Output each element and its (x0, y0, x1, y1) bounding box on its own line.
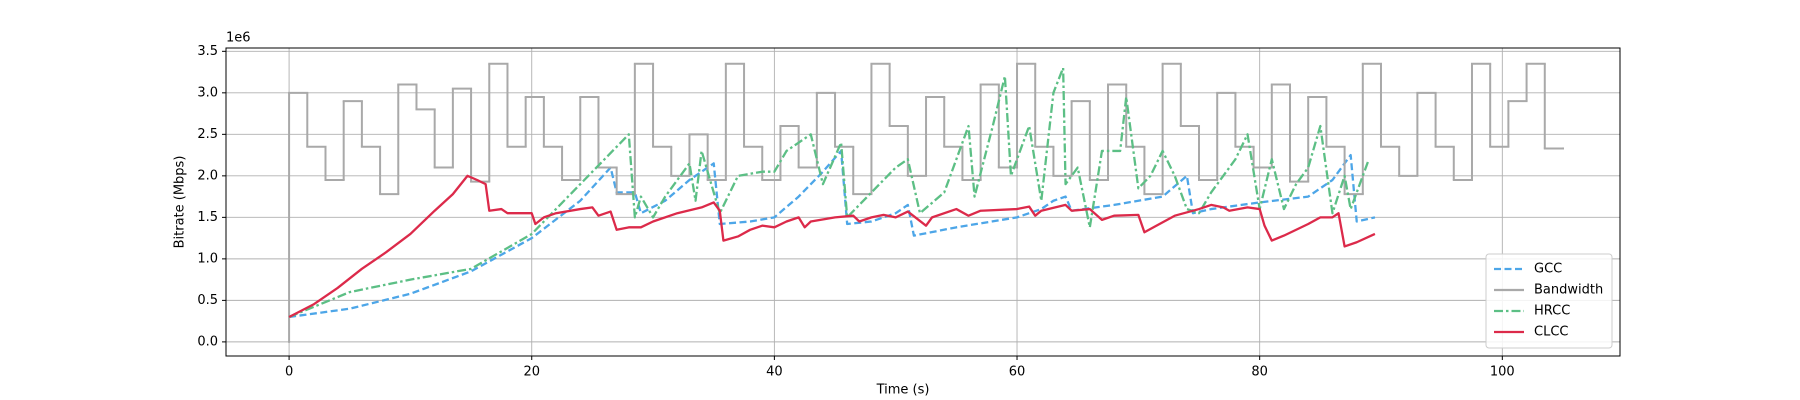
y-axis-label: Bitrate (Mbps) (173, 156, 188, 249)
legend-label: Bandwidth (1534, 283, 1603, 298)
y-tick-label: 0.0 (197, 334, 218, 349)
y-tick-label: 2.5 (197, 127, 218, 142)
y-tick-label: 1.0 (197, 251, 218, 266)
y-offset-label: 1e6 (226, 31, 251, 46)
step-line (288, 62, 1564, 343)
x-tick-label: 80 (1251, 365, 1268, 380)
legend-label: GCC (1534, 262, 1562, 277)
x-tick-label: 20 (523, 365, 540, 380)
x-tick-label: 100 (1490, 365, 1515, 380)
y-tick-label: 1.5 (197, 210, 218, 225)
x-tick-label: 0 (285, 365, 293, 380)
x-tick-label: 60 (1009, 365, 1026, 380)
series-line (288, 174, 1376, 319)
legend-box (1485, 253, 1613, 349)
y-tick-label: 0.5 (197, 293, 218, 308)
legend-label: CLCC (1534, 325, 1568, 340)
x-tick-label: 40 (766, 365, 783, 380)
y-tick-label: 3.5 (197, 44, 218, 59)
y-tick-label: 3.0 (197, 85, 218, 100)
legend-label: HRCC (1534, 304, 1570, 319)
x-axis-label: Time (s) (876, 383, 930, 398)
series-line (288, 66, 1370, 319)
plot-frame (225, 47, 1621, 357)
legend: GCC Bandwidth HRCC CLCC (1485, 253, 1613, 349)
y-tick-label: 2.0 (197, 168, 218, 183)
